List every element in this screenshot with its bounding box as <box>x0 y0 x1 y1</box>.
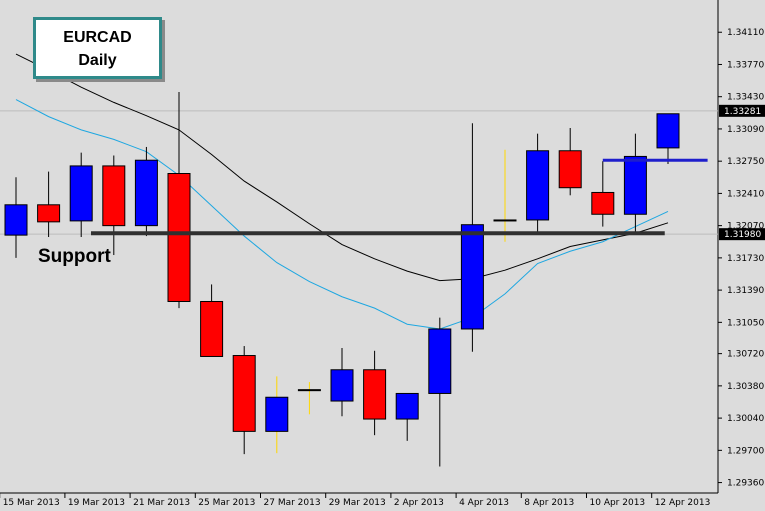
bullish-candle <box>4 204 28 236</box>
time-axis-ticks: 15 Mar 2013 19 Mar 2013 21 Mar 2013 25 Mar … <box>0 493 710 508</box>
bearish-candle <box>363 369 387 420</box>
symbol-title-box: EURCAD Daily <box>33 17 162 79</box>
price-tick-label: 1.32070 <box>727 222 764 232</box>
time-tick-label: 29 Mar 2013 <box>329 498 386 508</box>
bullish-candle <box>297 389 321 392</box>
time-tick-label: 21 Mar 2013 <box>133 498 190 508</box>
current-price-tag <box>719 104 765 117</box>
time-tick-label: 4 Apr 2013 <box>459 498 509 508</box>
price-tick-label: 1.32410 <box>727 189 764 199</box>
price-tick-label: 1.33770 <box>727 60 764 70</box>
price-tick-label: 1.33430 <box>727 93 764 103</box>
bullish-candle <box>428 328 452 394</box>
support-annotation: Support <box>38 246 111 267</box>
time-tick-label: 10 Apr 2013 <box>590 498 646 508</box>
timeframe-label: Daily <box>78 52 117 69</box>
bullish-candle <box>656 113 680 149</box>
fast-moving-average-line <box>15 99 669 330</box>
price-tick-label: 1.31050 <box>727 318 764 328</box>
bearish-candle <box>200 300 224 357</box>
time-tick-label: 19 Mar 2013 <box>68 498 125 508</box>
bullish-candle <box>526 150 550 221</box>
price-axis-ticks: 1.34110 1.33770 1.33430 1.33090 1.32750 1.324… <box>718 28 764 489</box>
bearish-candle <box>591 191 615 215</box>
bullish-candle <box>330 369 354 402</box>
candles <box>4 91 680 467</box>
bullish-candle <box>265 396 289 432</box>
time-tick-label: 27 Mar 2013 <box>264 498 321 508</box>
price-tick-label: 1.30380 <box>727 382 764 392</box>
bullish-candle <box>69 165 93 222</box>
bullish-candle <box>460 224 484 330</box>
bullish-candle <box>395 392 419 420</box>
time-tick-label: 15 Mar 2013 <box>3 498 60 508</box>
price-tick-label: 1.34110 <box>727 28 764 38</box>
time-tick-label: 2 Apr 2013 <box>394 498 444 508</box>
symbol-label: EURCAD <box>63 29 132 46</box>
bearish-candle <box>102 165 126 227</box>
price-tick-label: 1.31390 <box>727 286 764 296</box>
price-tick-label: 1.30720 <box>727 350 764 360</box>
price-tick-label: 1.29360 <box>727 479 764 489</box>
support-price-tag-label: 1.31980 <box>724 230 761 240</box>
bearish-candle <box>232 355 256 432</box>
price-tick-label: 1.30040 <box>727 414 764 424</box>
price-tick-label: 1.29700 <box>727 446 764 456</box>
price-tick-label: 1.31730 <box>727 254 764 264</box>
support-price-tag <box>719 228 765 241</box>
bearish-candle <box>167 172 191 302</box>
bearish-candle <box>558 150 582 189</box>
price-tick-label: 1.32750 <box>727 157 764 167</box>
time-tick-label: 12 Apr 2013 <box>655 498 711 508</box>
time-tick-label: 25 Mar 2013 <box>198 498 255 508</box>
bullish-candle <box>134 159 158 227</box>
time-tick-label: 8 Apr 2013 <box>524 498 574 508</box>
bullish-candle <box>493 219 517 222</box>
bullish-candle <box>623 155 647 215</box>
plot-area <box>0 0 718 493</box>
bearish-candle <box>37 204 61 223</box>
slow-moving-average-line <box>15 53 669 282</box>
current-price-tag-label: 1.33281 <box>724 107 761 117</box>
price-tick-label: 1.33090 <box>727 125 764 135</box>
